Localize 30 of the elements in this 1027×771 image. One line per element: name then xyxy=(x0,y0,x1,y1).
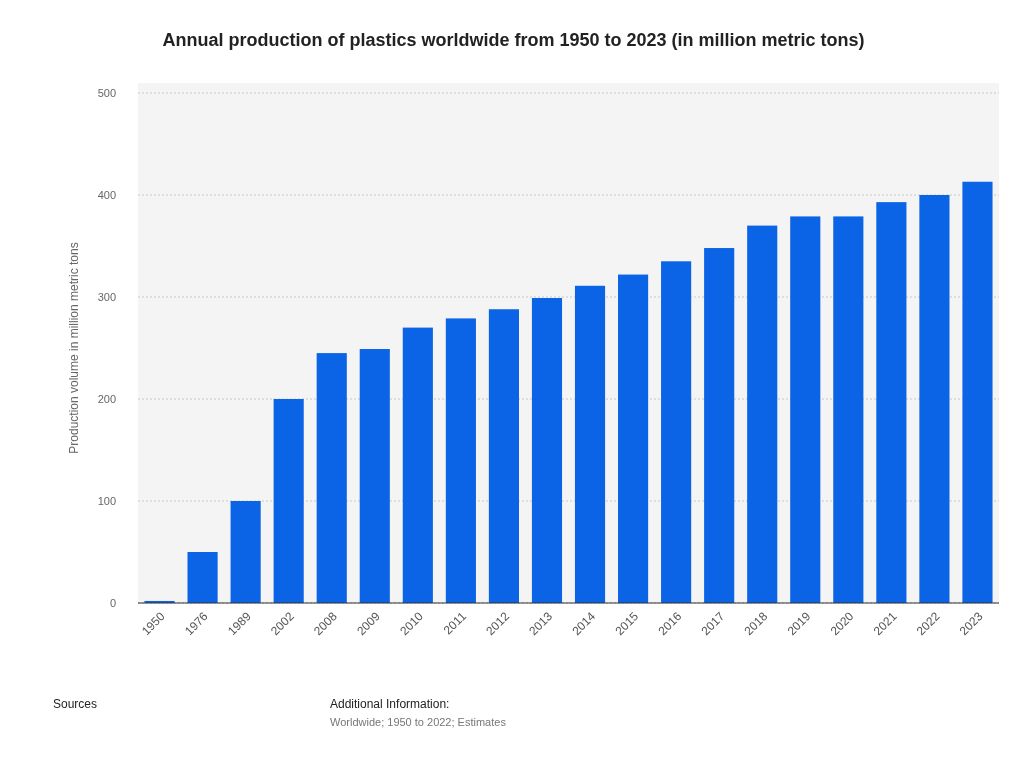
chart-title: Annual production of plastics worldwide from 1950 to 2023 (in million metric tons) xyxy=(162,30,865,50)
text: Additional Information: xyxy=(330,697,450,711)
text: Sources xyxy=(53,697,98,711)
bar xyxy=(704,248,735,603)
y-tick-label: 400 xyxy=(97,189,116,201)
y-tick-label: 300 xyxy=(97,291,116,303)
text: Worldwide; 1950 to 2022; Estimates xyxy=(330,716,507,728)
bar xyxy=(747,225,778,603)
bar xyxy=(187,552,218,603)
bar xyxy=(661,261,692,603)
bar xyxy=(833,216,864,603)
y-tick-label: 500 xyxy=(97,87,116,99)
bar xyxy=(574,285,606,603)
y-tick-label: 200 xyxy=(97,393,116,405)
bar xyxy=(445,318,476,603)
bar xyxy=(919,195,950,603)
bar xyxy=(402,327,433,603)
y-tick-label: 0 xyxy=(109,597,116,609)
y-axis-title: Production volume in million metric tons xyxy=(67,242,81,454)
bar xyxy=(618,274,649,603)
bar xyxy=(531,298,563,603)
bar xyxy=(273,399,304,603)
bar xyxy=(962,181,993,603)
y-tick-label: 100 xyxy=(97,495,116,507)
bar xyxy=(230,501,261,603)
bar xyxy=(488,309,519,603)
bar xyxy=(359,349,390,603)
bar xyxy=(790,216,821,603)
bar xyxy=(876,202,907,603)
bar xyxy=(316,353,347,603)
